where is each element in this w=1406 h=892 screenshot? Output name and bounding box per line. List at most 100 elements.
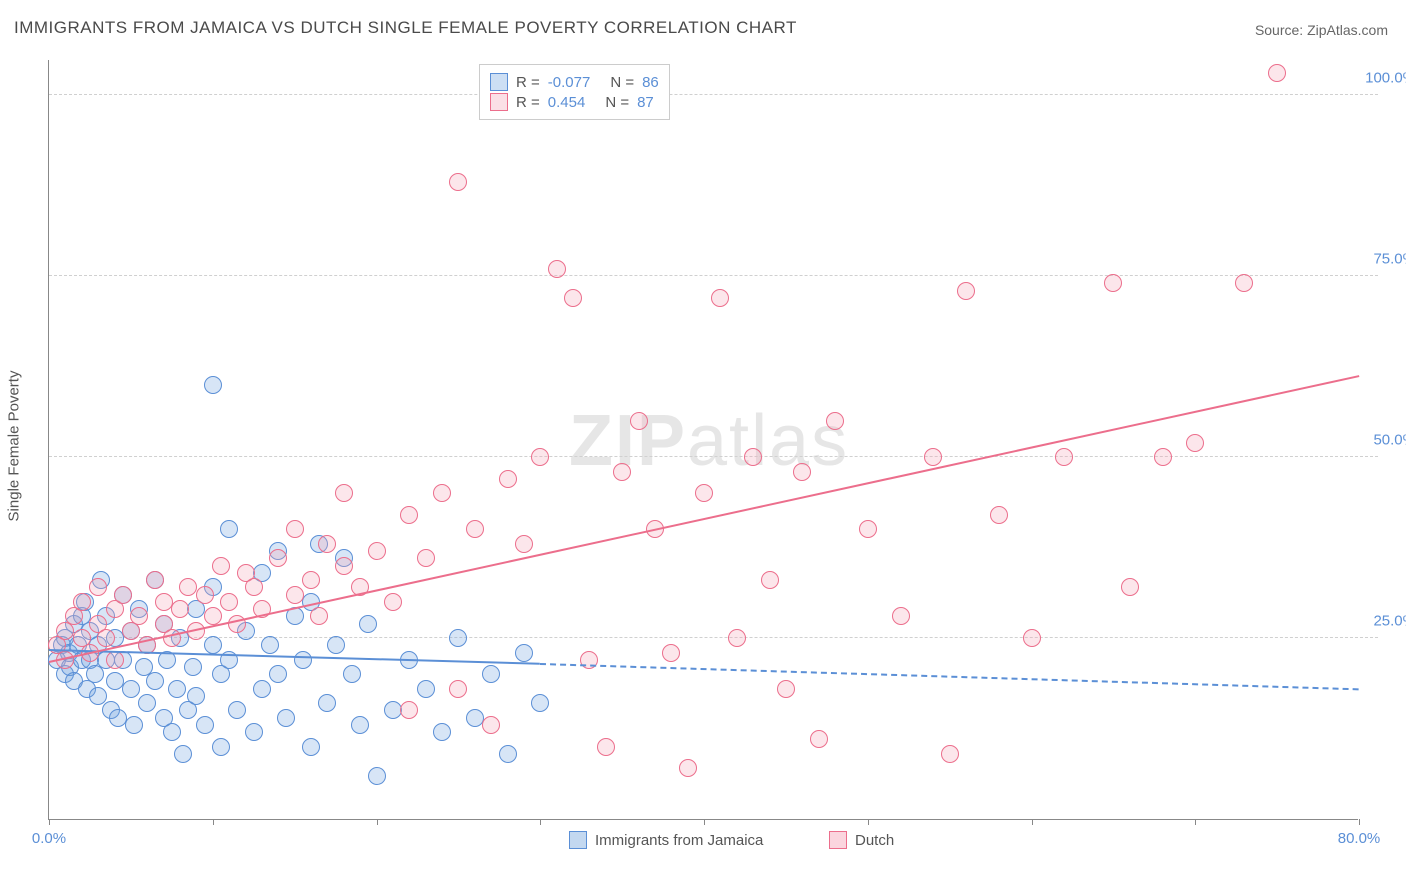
scatter-point xyxy=(130,607,148,625)
stats-r-value: 0.454 xyxy=(548,94,586,111)
scatter-point xyxy=(106,672,124,690)
scatter-point xyxy=(318,694,336,712)
scatter-point xyxy=(597,738,615,756)
scatter-point xyxy=(174,745,192,763)
scatter-point xyxy=(449,680,467,698)
scatter-point xyxy=(196,716,214,734)
correlation-stats-box: R = -0.077N = 86R = 0.454N = 87 xyxy=(479,64,670,120)
scatter-point xyxy=(1235,274,1253,292)
scatter-point xyxy=(171,600,189,618)
scatter-point xyxy=(89,578,107,596)
scatter-point xyxy=(122,680,140,698)
scatter-point xyxy=(109,709,127,727)
scatter-point xyxy=(196,586,214,604)
scatter-point xyxy=(941,745,959,763)
stats-n-value: 87 xyxy=(637,94,654,111)
scatter-point xyxy=(810,730,828,748)
scatter-point xyxy=(417,549,435,567)
scatter-point xyxy=(892,607,910,625)
x-tick xyxy=(1195,819,1196,825)
scatter-point xyxy=(384,593,402,611)
scatter-point xyxy=(343,665,361,683)
trend-line-extrapolated xyxy=(540,663,1359,690)
scatter-point xyxy=(277,709,295,727)
stats-row: R = -0.077N = 86 xyxy=(490,73,659,91)
scatter-point xyxy=(184,658,202,676)
plot-area: ZIPatlas 25.0%50.0%75.0%100.0%0.0%80.0%R… xyxy=(48,60,1358,820)
scatter-point xyxy=(204,376,222,394)
scatter-point xyxy=(482,716,500,734)
scatter-point xyxy=(466,709,484,727)
stats-r-value: -0.077 xyxy=(548,74,591,91)
legend-label: Dutch xyxy=(855,832,894,849)
scatter-point xyxy=(1154,448,1172,466)
scatter-point xyxy=(662,644,680,662)
x-tick xyxy=(1032,819,1033,825)
scatter-point xyxy=(125,716,143,734)
scatter-point xyxy=(310,607,328,625)
scatter-point xyxy=(302,738,320,756)
scatter-point xyxy=(728,629,746,647)
scatter-point xyxy=(368,542,386,560)
scatter-point xyxy=(400,701,418,719)
scatter-point xyxy=(261,636,279,654)
legend-swatch xyxy=(829,831,847,849)
scatter-point xyxy=(335,484,353,502)
scatter-point xyxy=(155,593,173,611)
watermark-rest: atlas xyxy=(687,401,849,481)
stats-n-label: N = xyxy=(605,94,629,111)
x-tick xyxy=(1359,819,1360,825)
y-tick-label: 100.0% xyxy=(1365,70,1406,87)
source-label: Source: xyxy=(1255,22,1307,38)
source-attribution: Source: ZipAtlas.com xyxy=(1255,22,1388,38)
scatter-point xyxy=(744,448,762,466)
stats-r-label: R = xyxy=(516,94,540,111)
stats-n-value: 86 xyxy=(642,74,659,91)
scatter-point xyxy=(220,520,238,538)
scatter-point xyxy=(179,578,197,596)
scatter-point xyxy=(245,723,263,741)
legend-label: Immigrants from Jamaica xyxy=(595,832,763,849)
scatter-point xyxy=(146,571,164,589)
stats-r-label: R = xyxy=(516,74,540,91)
scatter-point xyxy=(1104,274,1122,292)
scatter-point xyxy=(138,694,156,712)
scatter-point xyxy=(531,448,549,466)
scatter-point xyxy=(86,665,104,683)
legend-swatch xyxy=(490,73,508,91)
scatter-point xyxy=(1055,448,1073,466)
x-tick xyxy=(49,819,50,825)
scatter-point xyxy=(761,571,779,589)
scatter-point xyxy=(302,571,320,589)
scatter-point xyxy=(613,463,631,481)
gridline xyxy=(49,456,1378,457)
scatter-point xyxy=(89,687,107,705)
y-axis-label: Single Female Poverty xyxy=(6,371,23,522)
scatter-point xyxy=(204,636,222,654)
scatter-point xyxy=(400,506,418,524)
scatter-point xyxy=(286,520,304,538)
scatter-point xyxy=(1268,64,1286,82)
scatter-point xyxy=(269,665,287,683)
scatter-point xyxy=(499,745,517,763)
scatter-point xyxy=(228,701,246,719)
scatter-point xyxy=(859,520,877,538)
stats-row: R = 0.454 N = 87 xyxy=(490,93,659,111)
scatter-point xyxy=(957,282,975,300)
scatter-point xyxy=(114,586,132,604)
x-tick-label: 0.0% xyxy=(32,830,66,847)
x-tick xyxy=(377,819,378,825)
y-tick-label: 75.0% xyxy=(1373,251,1406,268)
gridline xyxy=(49,275,1378,276)
scatter-point xyxy=(335,557,353,575)
scatter-point xyxy=(286,586,304,604)
scatter-point xyxy=(990,506,1008,524)
scatter-point xyxy=(228,615,246,633)
y-tick-label: 25.0% xyxy=(1373,613,1406,630)
scatter-point xyxy=(417,680,435,698)
scatter-point xyxy=(269,549,287,567)
scatter-point xyxy=(630,412,648,430)
scatter-point xyxy=(515,535,533,553)
scatter-point xyxy=(212,738,230,756)
scatter-point xyxy=(515,644,533,662)
